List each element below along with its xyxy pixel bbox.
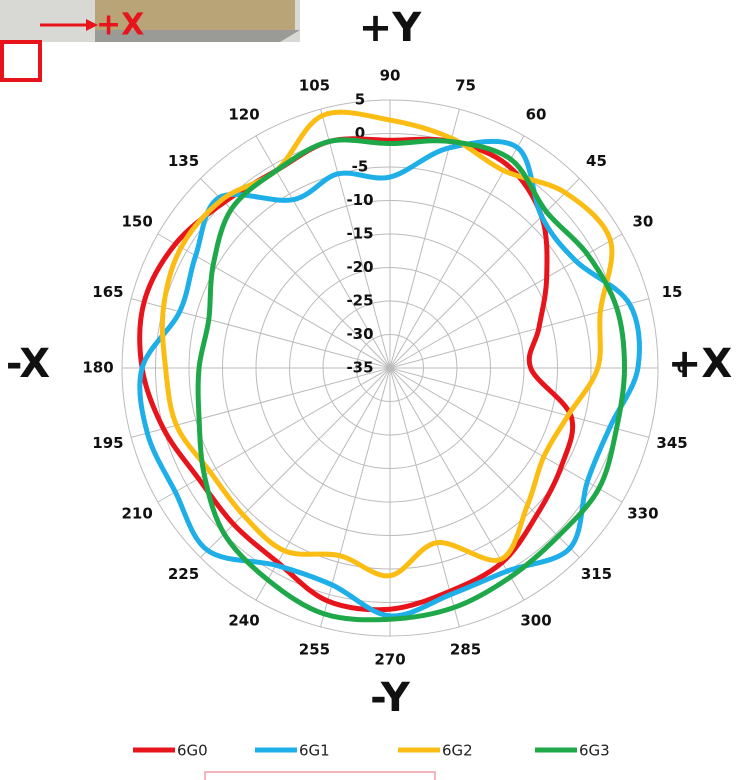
- footer-box: [205, 772, 435, 780]
- angle-tick-label: 225: [168, 565, 199, 583]
- angle-tick-label: 105: [299, 76, 330, 94]
- legend-label: 6G1: [299, 742, 330, 760]
- r-tick-label: -35: [346, 359, 373, 377]
- angle-tick-label: 120: [228, 106, 259, 124]
- axis-label-top: +Y: [359, 5, 423, 51]
- angle-tick-label: 345: [656, 434, 687, 452]
- grid-spoke: [321, 368, 390, 627]
- legend: 6G0 6G1 6G2 6G3: [133, 742, 610, 760]
- r-tick-label: -30: [346, 325, 373, 343]
- angle-tick-label: 270: [374, 651, 405, 669]
- angle-tick-label: 90: [380, 67, 401, 85]
- angle-tick-label: 135: [168, 152, 199, 170]
- angle-tick-label: 75: [455, 76, 476, 94]
- axis-label-bottom: -Y: [370, 675, 411, 721]
- angle-tick-label: 240: [228, 611, 259, 629]
- angle-tick-label: 285: [450, 641, 481, 659]
- legend-label: 6G3: [579, 742, 610, 760]
- angle-tick-label: 330: [627, 505, 658, 523]
- grid-spoke: [390, 178, 580, 368]
- angle-tick-label: 255: [299, 641, 330, 659]
- inset-photo: +X: [0, 0, 300, 80]
- chart: +X 0153045607590105120135150165180195210…: [0, 0, 740, 780]
- angle-tick-label: 45: [586, 152, 607, 170]
- inset-label: +X: [96, 8, 144, 43]
- grid-spoke: [158, 368, 390, 502]
- angle-tick-label: 195: [92, 434, 123, 452]
- r-tick-label: -25: [346, 292, 373, 310]
- grid-spoke: [200, 368, 390, 558]
- angle-tick-label: 150: [121, 213, 152, 231]
- r-tick-label: -15: [346, 225, 373, 243]
- legend-label: 6G0: [177, 742, 208, 760]
- angle-tick-label: 15: [662, 283, 683, 301]
- r-tick-label: 5: [355, 91, 365, 109]
- angle-tick-label: 165: [92, 283, 123, 301]
- angle-tick-label: 60: [526, 106, 547, 124]
- angle-tick-label: 315: [581, 565, 612, 583]
- grid-spoke: [390, 368, 459, 627]
- axis-label-left: -X: [6, 341, 50, 387]
- angle-tick-label: 300: [520, 611, 551, 629]
- r-tick-label: -10: [346, 191, 373, 209]
- grid-spoke: [390, 299, 649, 368]
- angle-tick-label: 210: [121, 505, 152, 523]
- axis-label-right: +X: [668, 341, 733, 387]
- angle-tick-label: 180: [82, 359, 113, 377]
- legend-label: 6G2: [442, 742, 473, 760]
- r-tick-label: -20: [346, 258, 373, 276]
- grid-spoke: [390, 368, 580, 558]
- angle-tick-label: 30: [632, 213, 653, 231]
